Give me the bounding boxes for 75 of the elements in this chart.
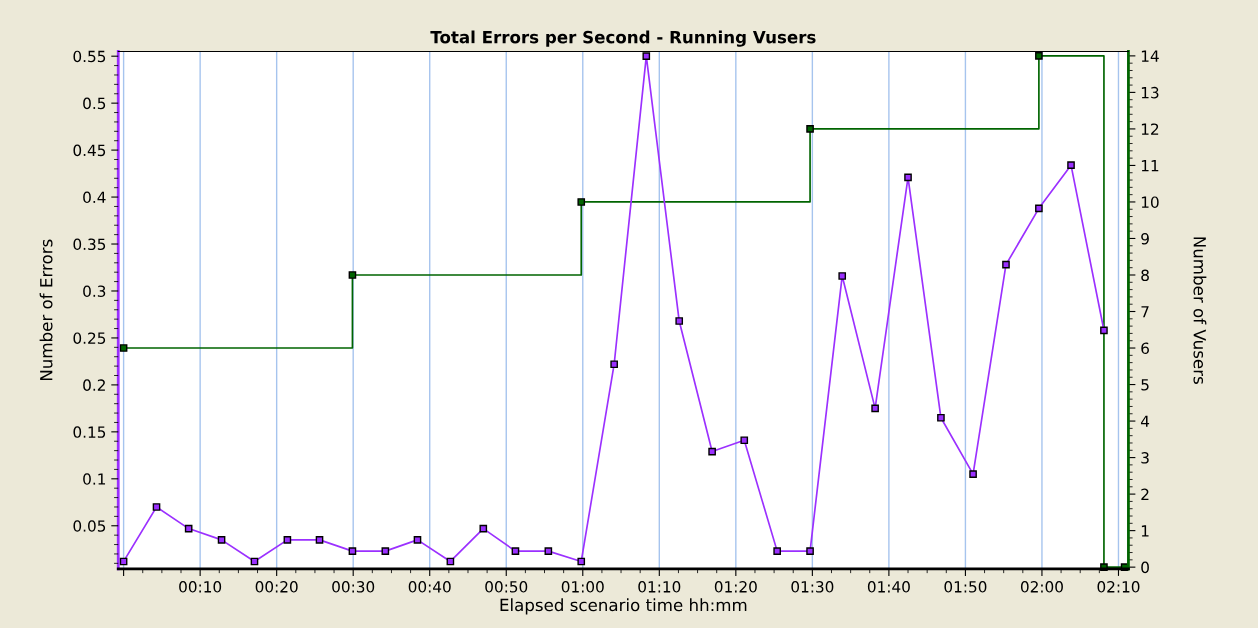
- y2-tick-label: 3: [1141, 452, 1149, 464]
- point: [119, 344, 128, 352]
- x-tick-label: 00:10: [179, 581, 222, 593]
- point: [1035, 204, 1043, 213]
- point: [283, 536, 292, 544]
- point: [871, 404, 879, 413]
- point: [152, 503, 161, 511]
- x-tick-label: 02:00: [1020, 581, 1063, 593]
- y2-tick-label: 8: [1141, 269, 1149, 282]
- y2-tick-label: 13: [1141, 86, 1159, 99]
- point: [708, 447, 716, 456]
- y-tick-label: 0.2: [83, 379, 105, 391]
- chart-title: Total Errors per Second - Running Vusers: [430, 30, 816, 47]
- x-tick-label: 00:30: [332, 581, 375, 593]
- point: [642, 52, 651, 61]
- y-tick-label: 0.5: [83, 97, 106, 110]
- y-tick-label: 0.4: [83, 191, 106, 204]
- point: [904, 173, 912, 182]
- y2-tick-label: 4: [1140, 415, 1150, 427]
- x-tick-label: 01:50: [944, 581, 987, 593]
- y-tick-label: 0.35: [73, 238, 106, 251]
- point: [577, 198, 586, 206]
- x-tick-label: 02:10: [1097, 581, 1140, 593]
- point: [806, 125, 814, 133]
- y2-axis-title: Number of Vusers: [1193, 237, 1207, 384]
- point: [838, 272, 847, 280]
- x-tick-label: 00:50: [485, 581, 528, 593]
- point: [740, 436, 749, 445]
- point: [348, 271, 357, 279]
- y2-tick-label: 14: [1141, 50, 1159, 62]
- y2-tick-label: 5: [1141, 379, 1149, 391]
- point: [1067, 161, 1075, 169]
- point: [675, 317, 684, 325]
- point: [1035, 52, 1043, 60]
- point: [937, 413, 945, 422]
- y2-tick-label: 0: [1141, 561, 1149, 574]
- x-tick-label: 00:40: [408, 581, 451, 593]
- y-tick-label: 0.25: [73, 332, 106, 344]
- y2-tick-label: 9: [1141, 232, 1149, 245]
- x-tick-label: 01:10: [638, 581, 681, 593]
- y-axis-title: Number of Errors: [39, 239, 53, 381]
- point: [348, 547, 357, 555]
- y-tick-label: 0.3: [83, 285, 106, 297]
- point: [479, 524, 488, 533]
- y-tick-label: 0.15: [73, 426, 106, 438]
- x-tick-label: 01:40: [867, 581, 910, 593]
- y-tick-label: 0.05: [73, 520, 106, 532]
- x-tick-label: 00:20: [255, 581, 298, 593]
- point: [1002, 260, 1010, 269]
- y2-tick-label: 10: [1141, 196, 1159, 208]
- x-tick-label: 01:20: [714, 581, 757, 593]
- point: [806, 547, 814, 555]
- point: [511, 547, 520, 555]
- y2-tick-label: 11: [1141, 160, 1159, 172]
- y2-tick-label: 1: [1141, 525, 1149, 537]
- y-tick-label: 0.45: [73, 144, 106, 157]
- x-tick-label: 01:30: [791, 581, 834, 593]
- point: [577, 557, 586, 566]
- x-tick-label: 01:00: [561, 581, 604, 593]
- y2-tick-label: 6: [1141, 342, 1149, 355]
- x-axis-title: Elapsed scenario time hh:mm: [500, 598, 747, 615]
- point: [610, 360, 618, 369]
- y2-tick-label: 7: [1141, 306, 1149, 318]
- point: [217, 536, 226, 544]
- point: [381, 547, 390, 555]
- point: [1100, 326, 1108, 335]
- y-tick-label: 0.1: [83, 473, 106, 485]
- point: [773, 547, 781, 555]
- y-tick-label: 0.55: [73, 50, 106, 63]
- point: [544, 547, 553, 555]
- point: [969, 470, 977, 478]
- point: [315, 536, 324, 544]
- point: [413, 536, 422, 544]
- y2-tick-label: 12: [1141, 123, 1159, 135]
- y2-tick-label: 2: [1141, 488, 1149, 500]
